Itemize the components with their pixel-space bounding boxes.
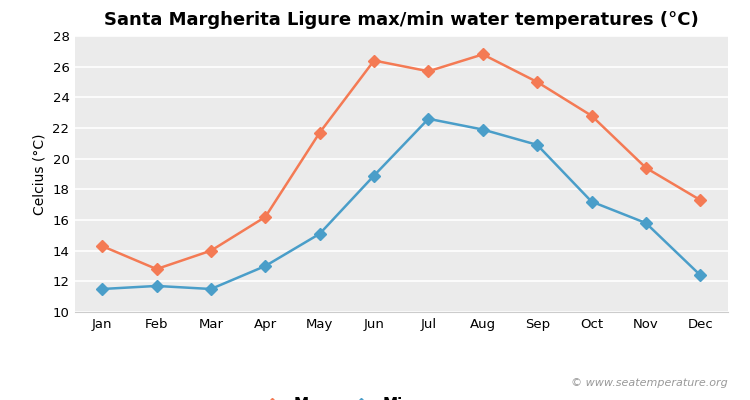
Max (532, 80, 542, 84)
Text: © www.seatemperature.org: © www.seatemperature.org (571, 378, 728, 388)
Max (696, 198, 705, 202)
Line: Min: Min (98, 115, 704, 293)
Min (315, 232, 324, 236)
Min (696, 273, 705, 278)
Max (206, 248, 215, 253)
Min (587, 199, 596, 204)
Max (370, 58, 379, 63)
Max (152, 267, 161, 272)
Min (152, 284, 161, 288)
Y-axis label: Celcius (°C): Celcius (°C) (33, 133, 47, 215)
Max (587, 113, 596, 118)
Min (206, 287, 215, 292)
Max (315, 130, 324, 135)
Min (261, 264, 270, 268)
Min (98, 287, 106, 292)
Max (98, 244, 106, 248)
Max (478, 52, 488, 57)
Max (424, 69, 433, 74)
Title: Santa Margherita Ligure max/min water temperatures (°C): Santa Margherita Ligure max/min water te… (104, 11, 699, 29)
Max (641, 166, 650, 170)
Min (370, 173, 379, 178)
Min (641, 221, 650, 226)
Min (532, 142, 542, 147)
Max (261, 214, 270, 219)
Min (478, 127, 488, 132)
Line: Max: Max (98, 50, 704, 273)
Legend: Max, Min: Max, Min (259, 397, 413, 400)
Min (424, 116, 433, 121)
